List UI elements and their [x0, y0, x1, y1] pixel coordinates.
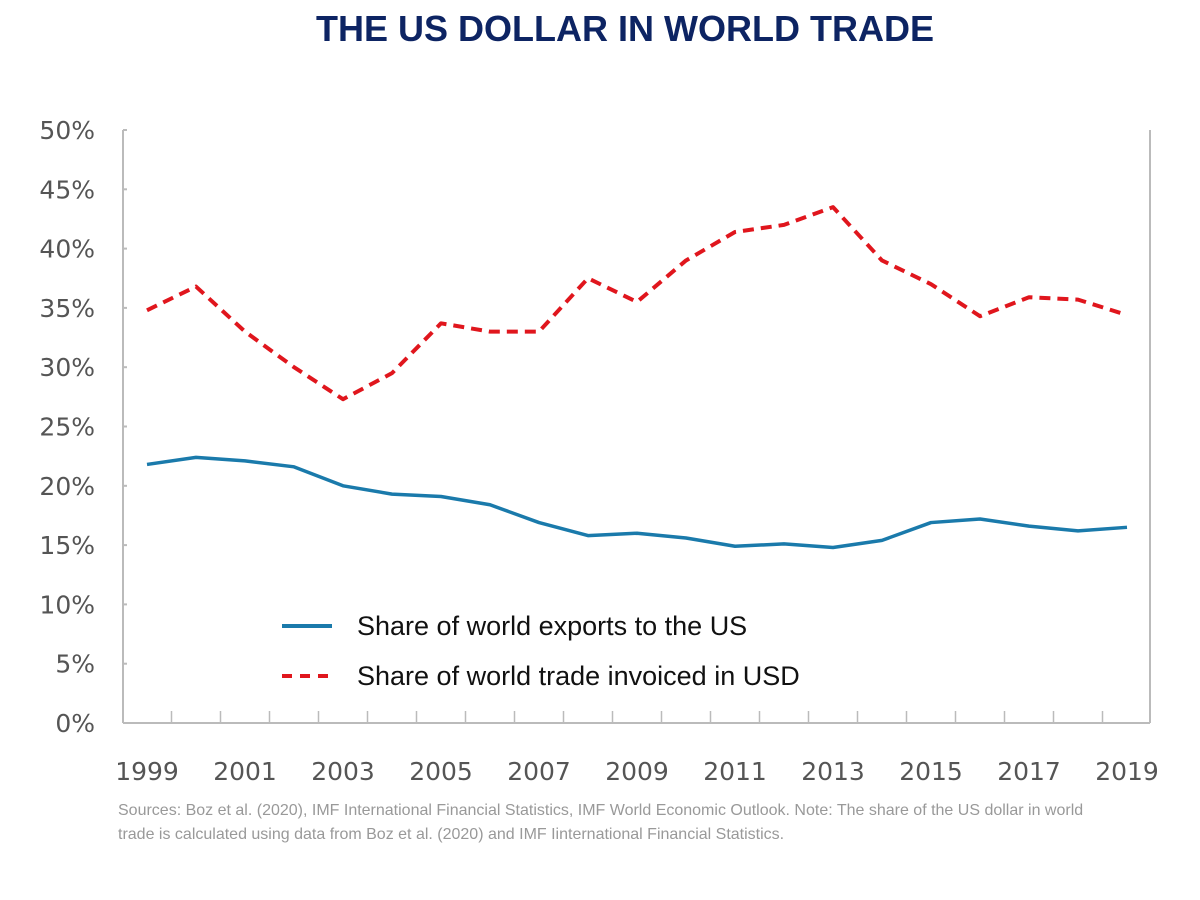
x-tick-label: 2005	[409, 757, 473, 786]
y-tick-label: 0%	[55, 709, 95, 738]
y-axis-ticks: 0% 5% 10% 15% 20% 25% 30% 35% 40% 45% 50%	[39, 116, 127, 738]
legend-label-2: Share of world trade invoiced in USD	[357, 661, 800, 691]
series-lines	[146, 205, 1128, 550]
x-tick-label: 2019	[1095, 757, 1159, 786]
y-tick-label: 25%	[39, 413, 95, 442]
x-tick-label: 2013	[801, 757, 865, 786]
y-tick-label: 45%	[39, 175, 95, 204]
y-tick-label: 50%	[39, 116, 95, 145]
x-tick-label: 2001	[213, 757, 277, 786]
y-tick-label: 40%	[39, 235, 95, 264]
x-tick-label: 2015	[899, 757, 963, 786]
x-tick-label: 2009	[605, 757, 669, 786]
x-tick-label: 2003	[311, 757, 375, 786]
legend-label-1: Share of world exports to the US	[357, 611, 747, 641]
y-tick-label: 5%	[55, 650, 95, 679]
x-tick-label: 2017	[997, 757, 1061, 786]
series-line-1	[146, 455, 1128, 550]
y-tick-label: 35%	[39, 294, 95, 323]
legend: Share of world exports to the US Share of…	[282, 611, 800, 691]
x-axis-ticks: 1999 2001 2003 2005 2007 2009 2011 2013 2015 2017…	[115, 711, 1159, 786]
x-tick-label: 2011	[703, 757, 767, 786]
y-tick-label: 10%	[39, 590, 95, 619]
y-tick-label: 15%	[39, 531, 95, 560]
series-line-2	[146, 205, 1128, 402]
x-tick-label: 2007	[507, 757, 571, 786]
chart-title: THE US DOLLAR IN WORLD TRADE	[316, 8, 934, 49]
y-tick-label: 20%	[39, 472, 95, 501]
x-tick-label: 1999	[115, 757, 179, 786]
source-note: Sources: Boz et al. (2020), IMF Internat…	[118, 802, 1084, 843]
y-tick-label: 30%	[39, 353, 95, 382]
